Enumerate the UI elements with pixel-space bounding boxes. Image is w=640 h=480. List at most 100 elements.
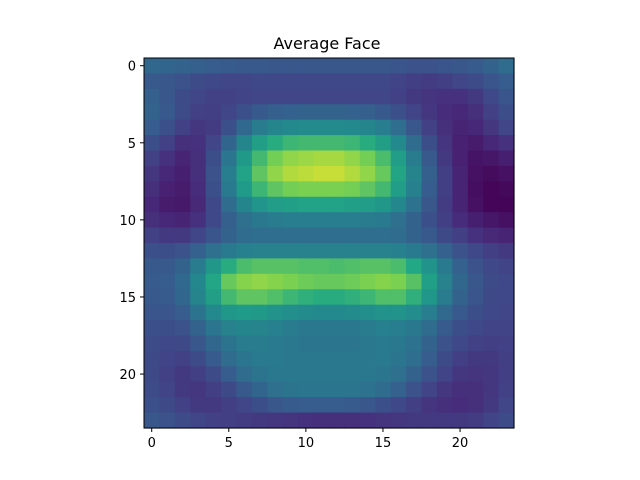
heatmap-cell	[452, 104, 469, 121]
heatmap-cell	[251, 58, 268, 75]
heatmap-cell	[144, 273, 161, 290]
heatmap-cell	[205, 150, 222, 167]
heatmap-cell	[236, 243, 253, 260]
heatmap-cell	[498, 196, 515, 213]
heatmap-cell	[144, 119, 161, 136]
heatmap-cell	[174, 350, 191, 367]
heatmap-cell	[375, 304, 392, 321]
heatmap-cell	[205, 397, 222, 414]
heatmap-cell	[359, 135, 376, 152]
heatmap-cell	[329, 335, 346, 352]
heatmap-cell	[251, 88, 268, 105]
heatmap-cell	[267, 289, 284, 306]
heatmap-cell	[375, 289, 392, 306]
heatmap-cell	[159, 212, 176, 229]
heatmap-cell	[205, 381, 222, 398]
heatmap-cell	[190, 88, 207, 105]
heatmap-cell	[406, 366, 423, 383]
heatmap-cell	[390, 212, 407, 229]
heatmap-cell	[313, 366, 330, 383]
heatmap-cell	[174, 397, 191, 414]
heatmap-cell	[483, 73, 500, 90]
heatmap-cell	[159, 58, 176, 75]
heatmap-cell	[421, 150, 438, 167]
heatmap-cell	[421, 196, 438, 213]
heatmap-cell	[205, 73, 222, 90]
heatmap-cell	[174, 289, 191, 306]
heatmap-cell	[421, 165, 438, 182]
heatmap-cell	[467, 73, 484, 90]
heatmap-cell	[190, 258, 207, 275]
heatmap-cell	[406, 181, 423, 198]
heatmap-cell	[267, 412, 284, 429]
heatmap-cell	[390, 243, 407, 260]
heatmap-cell	[251, 73, 268, 90]
heatmap-cell	[421, 258, 438, 275]
heatmap-cell	[174, 243, 191, 260]
heatmap-cell	[174, 304, 191, 321]
heatmap-cell	[359, 335, 376, 352]
heatmap-cell	[144, 165, 161, 182]
heatmap-cell	[236, 196, 253, 213]
heatmap-cell	[390, 181, 407, 198]
heatmap-cell	[282, 165, 299, 182]
heatmap-cell	[313, 73, 330, 90]
heatmap-cell	[359, 119, 376, 136]
heatmap-cell	[452, 289, 469, 306]
heatmap-cell	[298, 289, 315, 306]
heatmap-cell	[498, 335, 515, 352]
heatmap-cell	[159, 335, 176, 352]
x-tick-label: 0	[148, 436, 156, 451]
heatmap-cell	[221, 289, 238, 306]
heatmap-cell	[406, 212, 423, 229]
heatmap-cell	[174, 119, 191, 136]
heatmap-cell	[375, 335, 392, 352]
heatmap-cell	[236, 258, 253, 275]
heatmap-cell	[375, 181, 392, 198]
heatmap-cell	[236, 366, 253, 383]
heatmap-cell	[359, 150, 376, 167]
heatmap-cell	[159, 289, 176, 306]
x-tick-label: 5	[225, 436, 233, 451]
heatmap-cell	[144, 381, 161, 398]
heatmap-cell	[390, 150, 407, 167]
heatmap-cell	[406, 335, 423, 352]
heatmap-cell	[421, 350, 438, 367]
heatmap-cell	[436, 366, 453, 383]
heatmap-cell	[159, 227, 176, 244]
heatmap-cell	[205, 273, 222, 290]
heatmap-cell	[483, 196, 500, 213]
heatmap-cell	[205, 196, 222, 213]
heatmap-cell	[251, 366, 268, 383]
heatmap-cell	[421, 412, 438, 429]
heatmap-cell	[267, 181, 284, 198]
heatmap-cell	[329, 397, 346, 414]
heatmap-cell	[467, 196, 484, 213]
heatmap-cell	[467, 289, 484, 306]
y-tick-label: 0	[128, 60, 136, 75]
heatmap-cell	[467, 135, 484, 152]
heatmap-cell	[359, 58, 376, 75]
heatmap-cell	[452, 273, 469, 290]
heatmap-cell	[329, 366, 346, 383]
heatmap-cell	[344, 73, 361, 90]
heatmap-cell	[483, 258, 500, 275]
heatmap-cell	[144, 304, 161, 321]
heatmap-cell	[174, 181, 191, 198]
heatmap-cell	[452, 366, 469, 383]
heatmap-cell	[174, 135, 191, 152]
heatmap-cell	[406, 258, 423, 275]
heatmap-cell	[282, 320, 299, 337]
heatmap-cell	[267, 150, 284, 167]
heatmap-cell	[190, 289, 207, 306]
heatmap-cell	[483, 381, 500, 398]
heatmap-cell	[298, 150, 315, 167]
x-tick-label: 20	[452, 436, 469, 451]
heatmap-cell	[236, 88, 253, 105]
heatmap-cell	[390, 165, 407, 182]
heatmap-cell	[436, 150, 453, 167]
heatmap-cell	[267, 304, 284, 321]
heatmap-cell	[344, 135, 361, 152]
heatmap-cell	[282, 258, 299, 275]
heatmap-cell	[236, 397, 253, 414]
